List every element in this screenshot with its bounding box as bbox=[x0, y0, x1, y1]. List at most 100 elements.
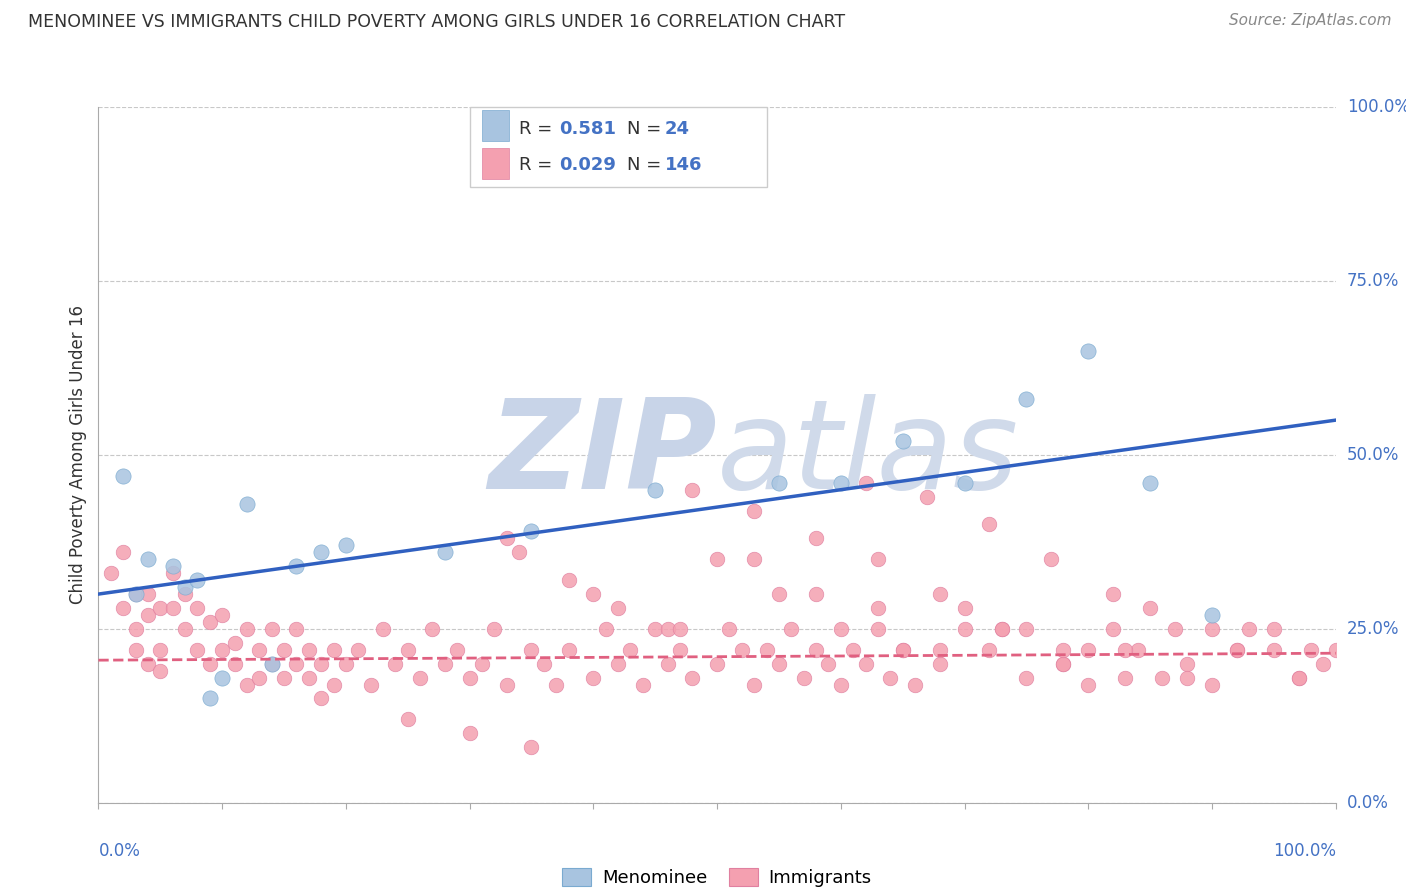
Point bbox=[928, 657, 950, 671]
Point bbox=[1052, 657, 1074, 671]
Point bbox=[1226, 642, 1249, 657]
Point bbox=[1052, 642, 1074, 657]
Point bbox=[236, 677, 259, 691]
Point bbox=[236, 497, 259, 511]
Point bbox=[804, 532, 827, 546]
Point bbox=[100, 566, 122, 581]
Point bbox=[149, 664, 172, 678]
Point bbox=[396, 642, 419, 657]
Point bbox=[842, 642, 865, 657]
Point bbox=[1263, 642, 1285, 657]
Point bbox=[260, 657, 283, 671]
Point bbox=[309, 691, 332, 706]
Point bbox=[298, 642, 321, 657]
Point bbox=[224, 657, 246, 671]
Point bbox=[112, 545, 135, 559]
Point bbox=[347, 642, 370, 657]
Point bbox=[335, 538, 357, 552]
Point bbox=[471, 657, 494, 671]
Legend: Menominee, Immigrants: Menominee, Immigrants bbox=[555, 861, 879, 892]
Point bbox=[804, 587, 827, 601]
Point bbox=[1077, 642, 1099, 657]
Point bbox=[768, 475, 790, 490]
Text: 24: 24 bbox=[665, 120, 690, 137]
Point bbox=[1299, 642, 1322, 657]
Point bbox=[533, 657, 555, 671]
Point bbox=[891, 434, 914, 448]
Point bbox=[433, 657, 456, 671]
Point bbox=[136, 607, 159, 622]
Point bbox=[879, 671, 901, 685]
Point bbox=[174, 622, 197, 636]
Text: 0.029: 0.029 bbox=[558, 155, 616, 174]
Point bbox=[198, 615, 221, 629]
Point bbox=[211, 671, 233, 685]
Text: 50.0%: 50.0% bbox=[1347, 446, 1399, 464]
Point bbox=[953, 601, 976, 615]
Point bbox=[422, 622, 444, 636]
Point bbox=[607, 601, 630, 615]
Point bbox=[162, 601, 184, 615]
Point bbox=[273, 671, 295, 685]
Point bbox=[1312, 657, 1334, 671]
Point bbox=[979, 642, 1001, 657]
Point bbox=[928, 642, 950, 657]
Point bbox=[285, 622, 308, 636]
Point bbox=[1139, 475, 1161, 490]
Point bbox=[309, 545, 332, 559]
Point bbox=[174, 587, 197, 601]
Point bbox=[1201, 607, 1223, 622]
Point bbox=[1175, 657, 1198, 671]
Point bbox=[1077, 343, 1099, 358]
Point bbox=[484, 622, 506, 636]
Point bbox=[866, 552, 889, 566]
Point bbox=[136, 657, 159, 671]
Point bbox=[508, 545, 530, 559]
Point bbox=[742, 552, 765, 566]
Point bbox=[409, 671, 432, 685]
Point bbox=[669, 642, 692, 657]
Point bbox=[198, 657, 221, 671]
Point bbox=[1015, 622, 1038, 636]
Point bbox=[990, 622, 1012, 636]
Point bbox=[1114, 642, 1136, 657]
Point bbox=[236, 622, 259, 636]
Bar bbox=[482, 148, 509, 179]
Point bbox=[644, 622, 666, 636]
Point bbox=[124, 642, 146, 657]
Point bbox=[1152, 671, 1174, 685]
Point bbox=[1201, 677, 1223, 691]
Text: ZIP: ZIP bbox=[488, 394, 717, 516]
Point bbox=[706, 657, 728, 671]
Point bbox=[1226, 642, 1249, 657]
Text: R =: R = bbox=[519, 155, 558, 174]
Point bbox=[186, 642, 208, 657]
Point bbox=[830, 622, 852, 636]
Text: 25.0%: 25.0% bbox=[1347, 620, 1399, 638]
Point bbox=[458, 671, 481, 685]
Point bbox=[953, 622, 976, 636]
Point bbox=[495, 677, 517, 691]
Point bbox=[495, 532, 517, 546]
Point bbox=[891, 642, 914, 657]
Point bbox=[681, 483, 703, 497]
Point bbox=[322, 642, 344, 657]
Text: atlas: atlas bbox=[717, 394, 1019, 516]
Point bbox=[186, 573, 208, 587]
Y-axis label: Child Poverty Among Girls Under 16: Child Poverty Among Girls Under 16 bbox=[69, 305, 87, 605]
Point bbox=[582, 671, 605, 685]
Text: 0.0%: 0.0% bbox=[1347, 794, 1389, 812]
Point bbox=[198, 691, 221, 706]
Point bbox=[211, 642, 233, 657]
Point bbox=[273, 642, 295, 657]
Point bbox=[657, 622, 679, 636]
Point bbox=[260, 622, 283, 636]
Point bbox=[174, 580, 197, 594]
Point bbox=[520, 642, 543, 657]
Text: 146: 146 bbox=[665, 155, 703, 174]
Point bbox=[866, 622, 889, 636]
Text: R =: R = bbox=[519, 120, 558, 137]
Point bbox=[285, 559, 308, 574]
Point bbox=[247, 642, 270, 657]
Point bbox=[582, 587, 605, 601]
